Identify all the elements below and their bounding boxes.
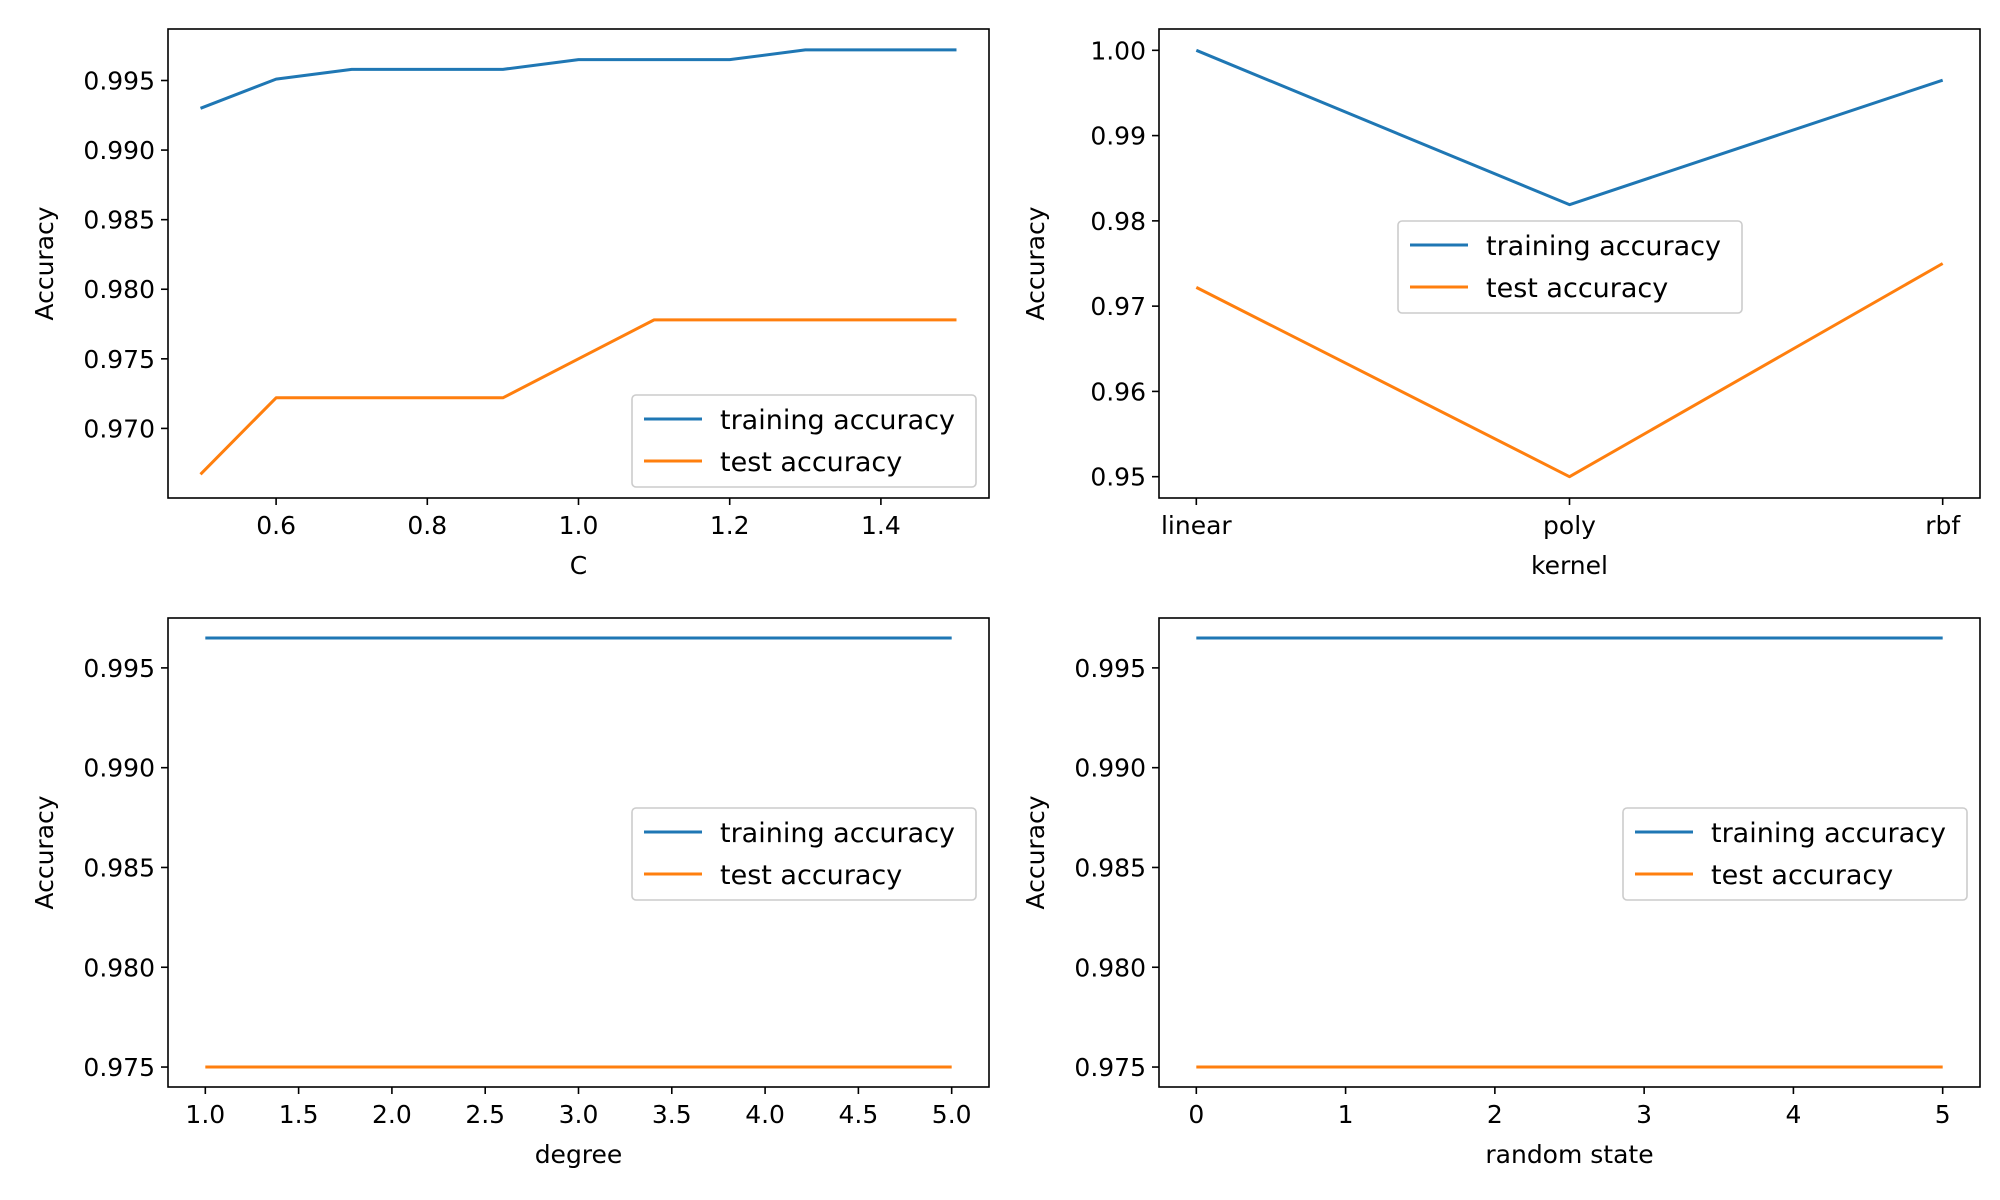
legend-label: training accuracy [720, 405, 955, 436]
training-accuracy-line [199, 48, 957, 110]
legend-box [631, 394, 977, 488]
chart-panel-2: linear poly rbf 0.95 0.96 0.97 0.98 0.99 1.00 ker… [1021, 28, 1981, 580]
y-axis-label: Accuracy [1021, 206, 1050, 320]
x-tick-label: 2.5 [465, 1100, 505, 1129]
x-tick-label: 3 [1636, 1100, 1652, 1129]
x-tick-label: 5.0 [932, 1100, 972, 1129]
y-tick-label: 0.975 [83, 1053, 155, 1082]
y-tick-label: 0.975 [1074, 1053, 1146, 1082]
legend-box [1397, 220, 1743, 314]
x-tick-label: 4 [1785, 1100, 1801, 1129]
legend-label: training accuracy [1486, 231, 1721, 262]
y-tick-label: 0.990 [83, 754, 155, 783]
x-tick-label: 5 [1935, 1100, 1951, 1129]
x-tick-label: 0 [1188, 1100, 1204, 1129]
chart-panel-1: 0.6 0.8 1.0 1.2 1.4 0.970 0.975 0.980 0.985 0.990… [30, 28, 990, 580]
y-tick-label: 0.985 [1074, 853, 1146, 882]
y-tick-label: 0.995 [83, 654, 155, 683]
y-axis-label: Accuracy [1021, 795, 1050, 909]
chart-panel-3: 1.0 1.5 2.0 2.5 3.0 3.5 4.0 4.5 5.0 0.975 0.980 0.9… [30, 617, 990, 1169]
y-tick-label: 0.975 [83, 345, 155, 374]
legend-box [1622, 807, 1968, 901]
legend-label: test accuracy [720, 447, 902, 478]
y-tick-label: 0.98 [1090, 207, 1146, 236]
x-tick-label: 2 [1487, 1100, 1503, 1129]
x-tick-label: 1.0 [185, 1100, 225, 1129]
x-tick-label: 3.0 [559, 1100, 599, 1129]
x-axis-label: degree [535, 1140, 623, 1169]
x-axis-label: random state [1485, 1140, 1653, 1169]
test-accuracy-line [199, 318, 957, 476]
y-tick-label: 0.985 [83, 206, 155, 235]
legend: training accuracy test accuracy [631, 807, 977, 901]
legend: training accuracy test accuracy [631, 394, 977, 488]
y-tick-label: 0.980 [83, 953, 155, 982]
axes-frame [1158, 617, 1981, 1088]
x-tick-label: 0.8 [407, 511, 447, 540]
x-tick-label: 4.5 [839, 1100, 879, 1129]
x-tick-label: 1.5 [279, 1100, 319, 1129]
x-tick-label: 3.5 [652, 1100, 692, 1129]
y-tick-label: 0.995 [83, 66, 155, 95]
chart-panel-4: 0 1 2 3 4 5 0.975 0.980 0.985 0.990 0.995 random st… [1021, 617, 1981, 1169]
x-tick-label: rbf [1925, 511, 1961, 540]
x-tick-label: 2.0 [372, 1100, 412, 1129]
y-tick-label: 0.995 [1074, 654, 1146, 683]
y-tick-label: 0.970 [83, 414, 155, 443]
y-tick-label: 0.95 [1090, 463, 1146, 492]
x-tick-label: 0.6 [256, 511, 296, 540]
y-tick-label: 0.99 [1090, 122, 1146, 151]
legend: training accuracy test accuracy [1397, 220, 1743, 314]
training-accuracy-line [1195, 48, 1944, 207]
y-tick-label: 0.980 [83, 275, 155, 304]
x-tick-label: 1.4 [861, 511, 901, 540]
y-tick-label: 0.990 [83, 136, 155, 165]
y-axis-label: Accuracy [30, 206, 59, 320]
y-tick-label: 0.985 [83, 853, 155, 882]
y-tick-label: 0.96 [1090, 377, 1146, 406]
y-tick-label: 1.00 [1090, 36, 1146, 65]
legend-label: test accuracy [720, 860, 902, 891]
y-tick-label: 0.980 [1074, 953, 1146, 982]
legend-label: training accuracy [720, 818, 955, 849]
x-axis-label: kernel [1531, 551, 1608, 580]
legend-label: training accuracy [1711, 818, 1946, 849]
legend: training accuracy test accuracy [1622, 807, 1968, 901]
x-axis-label: C [570, 551, 587, 580]
test-accuracy-line [1195, 262, 1944, 479]
legend-box [631, 807, 977, 901]
y-tick-label: 0.990 [1074, 754, 1146, 783]
x-tick-label: 1.2 [710, 511, 750, 540]
x-tick-label: linear [1161, 511, 1232, 540]
legend-label: test accuracy [1711, 860, 1893, 891]
x-tick-label: 1.0 [559, 511, 599, 540]
legend-label: test accuracy [1486, 273, 1668, 304]
x-tick-label: 1 [1338, 1100, 1354, 1129]
y-tick-label: 0.97 [1090, 292, 1146, 321]
y-axis-label: Accuracy [30, 795, 59, 909]
x-tick-label: poly [1543, 511, 1596, 540]
x-tick-label: 4.0 [745, 1100, 785, 1129]
